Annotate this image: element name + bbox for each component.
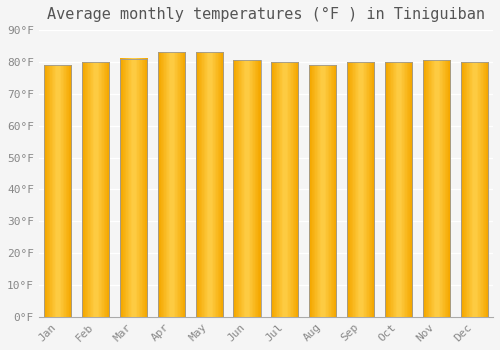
Bar [422,60,450,317]
Bar [347,62,374,317]
Bar [309,65,336,317]
Bar [460,62,488,317]
Bar [120,59,147,317]
Bar [82,62,109,317]
Title: Average monthly temperatures (°F ) in Tiniguiban: Average monthly temperatures (°F ) in Ti… [47,7,485,22]
Bar [271,62,298,317]
Bar [158,52,185,317]
Bar [234,60,260,317]
Bar [385,62,412,317]
Bar [196,52,223,317]
Bar [44,65,72,317]
